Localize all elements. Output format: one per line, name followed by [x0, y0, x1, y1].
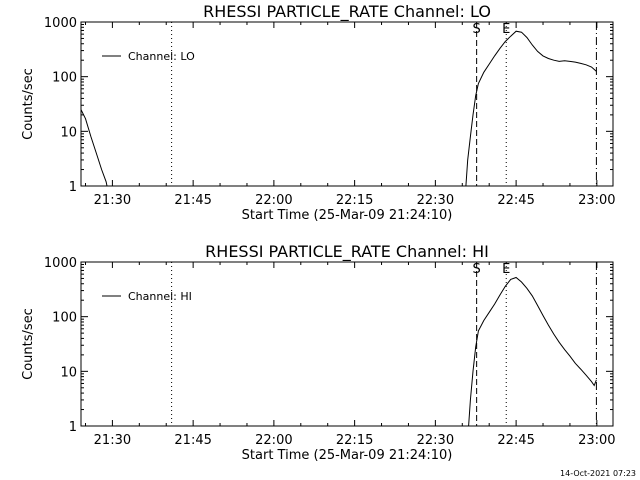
legend-label: Channel: LO: [128, 50, 195, 63]
x-tick-label: 21:30: [94, 433, 131, 448]
x-tick-label: 21:45: [174, 433, 211, 448]
plot-timestamp: 14-Oct-2021 07:23: [560, 469, 636, 478]
x-tick-label: 23:00: [578, 433, 615, 448]
x-tick-label: 23:00: [578, 193, 615, 208]
y-tick-label: 1000: [44, 256, 77, 271]
x-tick-label: 22:15: [336, 433, 373, 448]
x-tick-label: 22:45: [497, 193, 534, 208]
y-tick-label: 100: [52, 71, 77, 86]
event-marker-label: E: [502, 22, 510, 37]
x-tick-label: 22:00: [255, 433, 292, 448]
plot-frame: [80, 261, 614, 427]
chart-title: RHESSI PARTICLE_RATE Channel: LO: [203, 2, 491, 22]
x-tick-label: 22:30: [417, 433, 454, 448]
x-axis-label: Start Time (25-Mar-09 21:24:10): [242, 208, 453, 223]
y-tick-label: 1: [69, 180, 77, 195]
y-tick-label: 100: [52, 311, 77, 326]
legend-label: Channel: HI: [128, 290, 192, 303]
y-tick-label: 10: [60, 125, 77, 140]
x-tick-label: 22:00: [255, 193, 292, 208]
x-tick-label: 22:30: [417, 193, 454, 208]
x-tick-label: 21:45: [174, 193, 211, 208]
y-tick-label: 1000: [44, 16, 77, 31]
event-marker-label: S: [473, 22, 481, 37]
series-line: [80, 30, 597, 187]
event-marker-label: E: [502, 262, 510, 277]
chart-title: RHESSI PARTICLE_RATE Channel: HI: [205, 242, 489, 262]
x-tick-label: 22:15: [336, 193, 373, 208]
y-axis-label: Counts/sec: [21, 308, 36, 380]
x-tick-label: 21:30: [94, 193, 131, 208]
x-tick-label: 22:45: [497, 433, 534, 448]
event-marker-label: S: [473, 262, 481, 277]
x-axis-label: Start Time (25-Mar-09 21:24:10): [242, 448, 453, 463]
series-line: [468, 276, 597, 427]
y-axis-label: Counts/sec: [21, 68, 36, 140]
chart-panel: RHESSI PARTICLE_RATE Channel: HI 21:30 21:…: [21, 242, 616, 463]
y-tick-label: 1: [69, 420, 77, 435]
y-tick-label: 10: [60, 365, 77, 380]
chart-panel: RHESSI PARTICLE_RATE Channel: LO 21:30 21:…: [21, 2, 616, 223]
